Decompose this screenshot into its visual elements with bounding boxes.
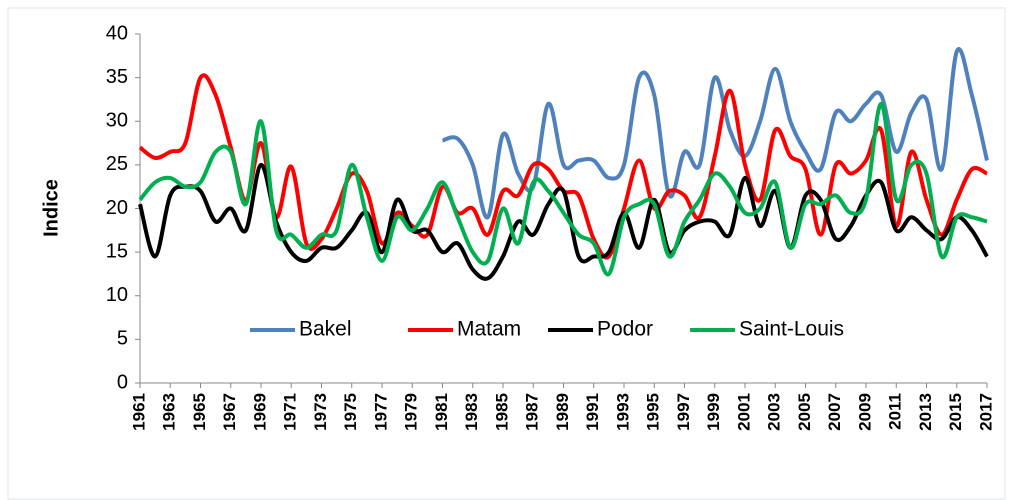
x-tick-label: 1975 xyxy=(341,393,360,431)
x-tick-label: 1985 xyxy=(492,393,511,431)
x-tick-label: 1993 xyxy=(613,393,632,431)
y-axis-label: Indice xyxy=(40,179,62,237)
x-tick-label: 1963 xyxy=(160,393,179,431)
x-tick-label: 1991 xyxy=(583,393,602,431)
y-tick-label: 5 xyxy=(117,328,128,350)
x-tick-label: 2009 xyxy=(855,393,874,431)
x-tick-label: 1981 xyxy=(432,393,451,431)
x-tick-label: 1977 xyxy=(371,393,390,431)
x-tick-label: 1961 xyxy=(129,393,148,431)
x-tick-label: 1995 xyxy=(644,393,663,431)
legend-label: Bakel xyxy=(299,318,352,341)
x-tick-label: 1999 xyxy=(704,393,723,431)
y-tick-label: 15 xyxy=(106,240,128,262)
y-tick-label: 35 xyxy=(106,66,128,88)
series-line xyxy=(138,101,988,277)
x-tick-label: 1989 xyxy=(553,393,572,431)
x-tick-label: 1997 xyxy=(674,393,693,431)
x-tick-label: 1971 xyxy=(281,393,300,431)
y-tick-label: 20 xyxy=(106,197,128,219)
legend-label: Matam xyxy=(457,318,521,341)
y-tick-label: 30 xyxy=(106,110,128,132)
x-tick-label: 1987 xyxy=(523,393,542,431)
x-tick-label: 1979 xyxy=(402,393,421,431)
x-tick-label: 2003 xyxy=(765,393,784,431)
y-tick-label: 25 xyxy=(106,153,128,175)
x-tick-label: 1983 xyxy=(462,393,481,431)
legend-label: Podor xyxy=(597,318,653,341)
y-tick-label: 40 xyxy=(106,22,128,44)
x-tick-label: 2017 xyxy=(976,393,995,431)
x-tick-label: 1973 xyxy=(311,393,330,431)
y-tick-label: 10 xyxy=(106,284,128,306)
x-tick-label: 1969 xyxy=(250,393,269,431)
y-tick-label: 0 xyxy=(117,371,128,393)
x-tick-label: 2011 xyxy=(886,393,905,430)
legend-label: Saint-Louis xyxy=(739,318,844,341)
x-tick-label: 2005 xyxy=(795,393,814,431)
x-tick-label: 2013 xyxy=(916,393,935,431)
x-tick-label: 2001 xyxy=(734,393,753,431)
x-tick-label: 1965 xyxy=(190,393,209,431)
x-tick-label: 1967 xyxy=(220,393,239,431)
x-tick-label: 2015 xyxy=(946,393,965,431)
x-tick-label: 2007 xyxy=(825,393,844,431)
